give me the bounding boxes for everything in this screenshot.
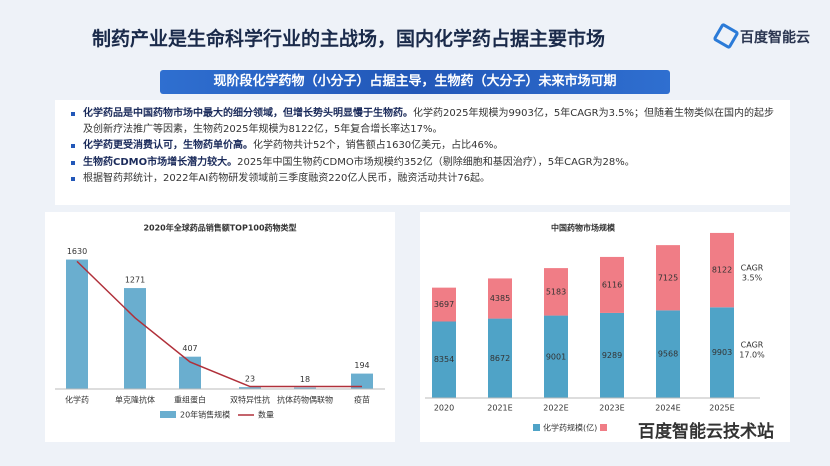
legend-swatch	[600, 424, 607, 431]
x-tick-label: 单克隆抗体	[115, 395, 155, 405]
bullet: 化学药品是中国药物市场中最大的细分领域，但增长势头明显慢于生物药。化学药2025…	[71, 106, 776, 137]
annotation: 17.0%	[739, 351, 765, 360]
x-tick-label: 2023E	[599, 404, 624, 413]
bar-segment	[432, 321, 456, 398]
x-tick-label: 2022E	[543, 404, 568, 413]
legend-label: 20年销售规模	[180, 410, 230, 420]
x-tick-label: 重组蛋白	[174, 395, 206, 405]
bullet-text: 2025年中国生物药CDMO市场规模约352亿（剔除细胞和基因治疗），5年CAG…	[237, 156, 635, 168]
bar-segment	[656, 310, 680, 398]
bullet-panel: 化学药品是中国药物市场中最大的细分领域，但增长势头明显慢于生物药。化学药2025…	[55, 100, 790, 205]
banner: 现阶段化学药物（小分子）占据主导，生物药（大分子）未来市场可期	[160, 70, 670, 94]
value-label: 8122	[712, 266, 732, 275]
value-label: 194	[354, 361, 369, 370]
bar	[351, 373, 373, 389]
value-label: 5183	[546, 287, 566, 296]
chart-title: 中国药物市场规模	[551, 223, 616, 233]
bar-segment	[600, 256, 624, 313]
legend-label: 数量	[258, 410, 274, 420]
x-tick-label: 化学药	[65, 395, 89, 405]
bar-segment	[600, 312, 624, 398]
bar-segment	[656, 245, 680, 311]
line	[76, 260, 362, 388]
bar-segment	[432, 287, 456, 322]
value-label: 7125	[658, 273, 678, 282]
bar-segment	[544, 268, 568, 316]
value-label: 6116	[602, 280, 622, 289]
legend-swatch	[533, 424, 540, 431]
x-tick-label: 疫苗	[354, 395, 370, 405]
chart-box	[45, 212, 395, 442]
legend-swatch	[160, 411, 176, 418]
bar-segment	[488, 318, 512, 398]
bullet-bold: 生物药CDMO市场增长潜力较大。	[83, 156, 238, 168]
value-label: 4385	[490, 294, 510, 303]
x-tick-label: 2025E	[709, 404, 734, 413]
logo: 百度智能云	[712, 22, 810, 50]
bar-segment	[710, 232, 734, 308]
value-label: 407	[182, 344, 197, 353]
bullet: 生物药CDMO市场增长潜力较大。2025年中国生物药CDMO市场规模约352亿（…	[71, 155, 776, 171]
value-label: 23	[245, 375, 255, 384]
value-label: 9903	[712, 348, 732, 357]
legend-label: 化学药规模(亿)	[543, 423, 597, 433]
bar-segment	[488, 278, 512, 319]
value-label: 8672	[490, 354, 510, 363]
bullet-bold: 化学药更受消费认可，生物药单价高。	[83, 140, 253, 151]
x-tick-label: 2021E	[487, 404, 512, 413]
watermark: 百度智能云技术站	[638, 422, 774, 442]
bullet-bold: 化学药品是中国药物市场中最大的细分领域，但增长势头明显慢于生物药。	[83, 108, 413, 119]
value-label: 8354	[434, 355, 454, 364]
value-label: 3697	[434, 300, 454, 309]
value-label: 9001	[546, 352, 566, 361]
annotation: 3.5%	[742, 274, 763, 283]
logo-text: 百度智能云	[740, 30, 810, 46]
value-label: 9568	[658, 350, 678, 359]
bullet-text: 根据智药邦统计，2022年AI药物研发领域前三季度融资220亿人民币，融资活动共…	[83, 173, 491, 184]
bar	[66, 259, 88, 389]
annotation: CAGR	[741, 264, 764, 273]
value-label: 18	[300, 375, 310, 384]
bullet: 化学药更受消费认可，生物药单价高。化学药物共计52个，销售额占1630亿美元，占…	[71, 138, 776, 154]
annotation: CAGR	[741, 341, 764, 350]
x-tick-label: 2020	[434, 404, 454, 413]
bar	[294, 387, 316, 389]
x-tick-label: 2024E	[655, 404, 680, 413]
bullet-text: 化学药2025年规模为9903亿，5年CAGR为3.5%；但随着生物类似在国内的…	[83, 108, 775, 135]
value-label: 1630	[67, 247, 87, 256]
chart-title: 2020年全球药品销售额TOP100药物类型	[143, 223, 296, 233]
title: 制药产业是生命科学行业的主战场，国内化学药占据主要市场	[92, 28, 606, 50]
bullet: 根据智药邦统计，2022年AI药物研发领域前三季度融资220亿人民币，融资活动共…	[71, 171, 776, 187]
value-label: 9289	[602, 351, 622, 360]
x-tick-label: 双特异性抗	[230, 395, 270, 405]
value-label: 1271	[125, 276, 145, 285]
bar-segment	[544, 315, 568, 398]
bar-segment	[710, 307, 734, 398]
x-tick-label: 抗体药物偶联物	[277, 395, 333, 405]
bar	[124, 288, 146, 389]
bar	[239, 387, 261, 389]
bullet-text: 化学药物共计52个，销售额占1630亿美元，占比46%。	[253, 140, 504, 151]
